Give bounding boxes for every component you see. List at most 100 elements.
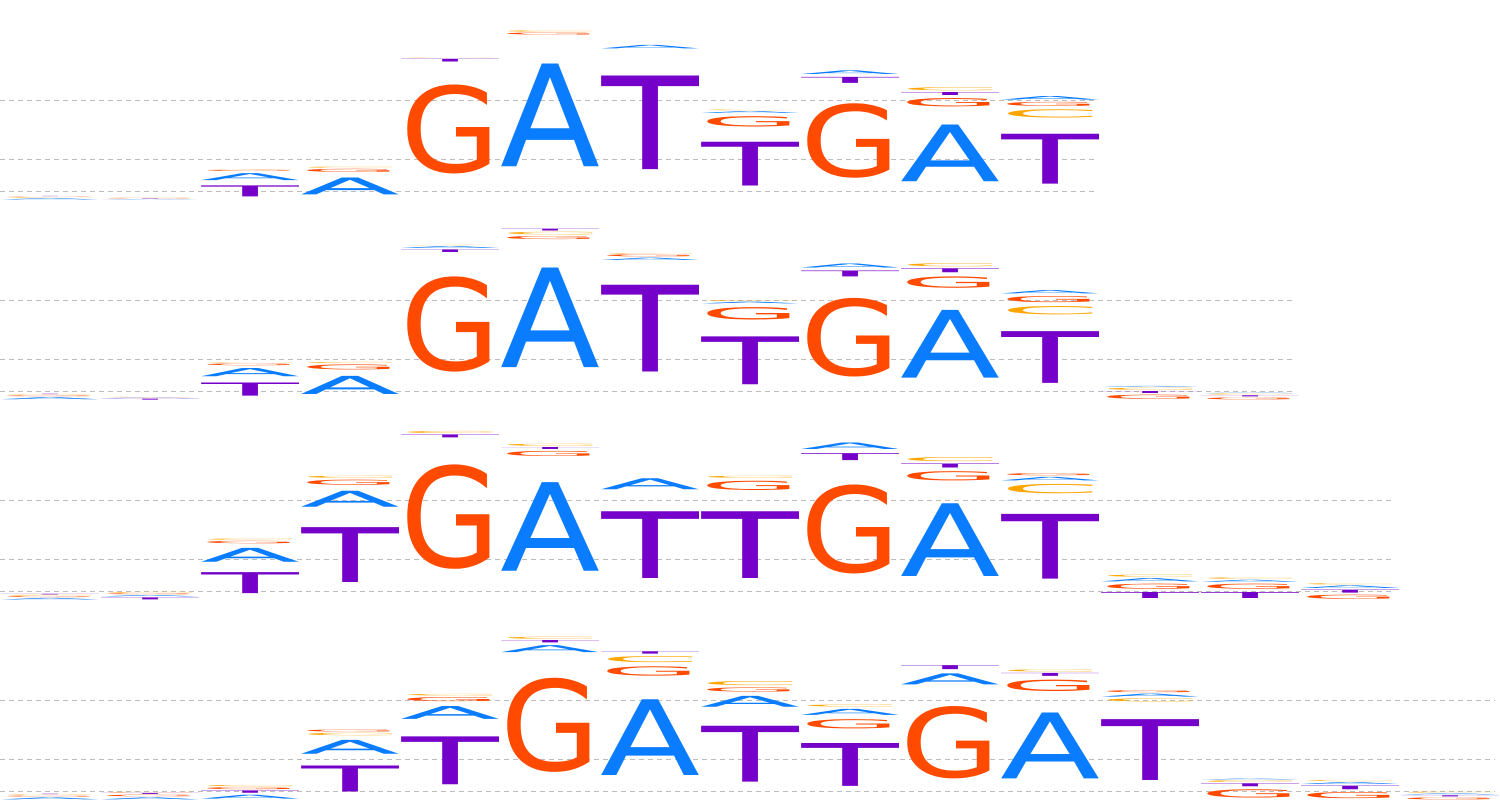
letter-T: T (0, 394, 99, 395)
letter-T: T (600, 262, 700, 400)
letter-C: C (900, 456, 1000, 462)
letter-G: G (500, 654, 600, 799)
letter-A: A (1100, 693, 1200, 698)
letter-G: G (300, 168, 400, 173)
letter-A: A (400, 702, 500, 723)
letter-A: A (300, 173, 400, 200)
letter-G: G (800, 463, 900, 600)
letter-G: G (900, 96, 1000, 109)
letter-G: G (1000, 473, 1100, 476)
letter-T: T (400, 723, 499, 800)
letter-T: T (300, 759, 399, 800)
letter-T: T (1400, 795, 1499, 797)
letter-C: C (0, 197, 100, 198)
letter-T: T (800, 75, 899, 85)
letter-C: C (400, 693, 500, 696)
letter-C: C (700, 109, 800, 110)
letter-G: G (300, 729, 400, 732)
letter-G: G (1300, 594, 1400, 600)
letter-C: C (300, 732, 400, 736)
logo-position-7: TA (600, 44, 700, 200)
letter-A: A (0, 597, 100, 600)
letter-A: A (900, 484, 1000, 600)
logo-position-9: GTA (800, 262, 900, 399)
letter-G: G (600, 664, 700, 678)
letter-C: C (800, 704, 900, 707)
letter-A: A (600, 257, 700, 261)
letter-A: A (800, 69, 900, 75)
letter-G: G (900, 469, 1000, 483)
letter-G: G (0, 596, 100, 598)
letter-A: A (1100, 577, 1200, 582)
letter-G: G (1000, 677, 1100, 695)
letter-T: T (100, 597, 199, 600)
letter-C: C (900, 86, 1000, 91)
logo-position-10: GAT (900, 664, 1000, 800)
letter-A: A (300, 486, 400, 512)
letter-C: C (1000, 669, 1100, 672)
letter-A: A (1000, 95, 1100, 101)
letter-T: T (900, 91, 999, 96)
letter-A: A (1200, 778, 1300, 780)
letter-G: G (0, 196, 100, 197)
letter-A: A (800, 441, 900, 451)
letter-A: A (1200, 579, 1300, 582)
letter-A: A (0, 797, 100, 800)
letter-A: A (100, 595, 200, 597)
letter-G: G (800, 278, 900, 400)
letter-G: G (700, 478, 800, 492)
letter-A: A (0, 397, 100, 400)
letter-T: T (700, 493, 799, 600)
letter-C: C (300, 362, 400, 364)
letter-T: T (1200, 395, 1299, 397)
letter-C: C (1000, 304, 1100, 317)
letter-T: T (300, 513, 400, 600)
letter-C: C (1200, 393, 1300, 395)
letter-T: T (400, 58, 499, 62)
letter-T: T (0, 594, 99, 595)
letter-T: T (700, 711, 799, 800)
letter-G: G (1300, 790, 1400, 800)
letter-G: G (100, 198, 200, 199)
letter-A: A (900, 291, 1000, 400)
letter-C: C (700, 300, 800, 301)
logo-position-4: AGC (300, 362, 400, 400)
letter-A: A (0, 198, 100, 200)
letter-G: G (200, 170, 300, 172)
letter-T: T (100, 398, 199, 400)
letter-T: T (100, 198, 199, 199)
letter-T: T (800, 269, 899, 279)
letter-C: C (600, 654, 700, 664)
letter-A: A (1100, 386, 1200, 388)
letter-G: G (500, 32, 600, 35)
letter-T: T (1100, 702, 1199, 799)
letter-T: T (500, 228, 599, 231)
letter-A: A (600, 678, 700, 799)
letter-C: C (0, 595, 100, 596)
letter-T: T (1100, 590, 1199, 600)
letter-T: T (400, 434, 499, 439)
letter-C: C (1200, 577, 1300, 579)
letter-C: C (0, 394, 100, 395)
